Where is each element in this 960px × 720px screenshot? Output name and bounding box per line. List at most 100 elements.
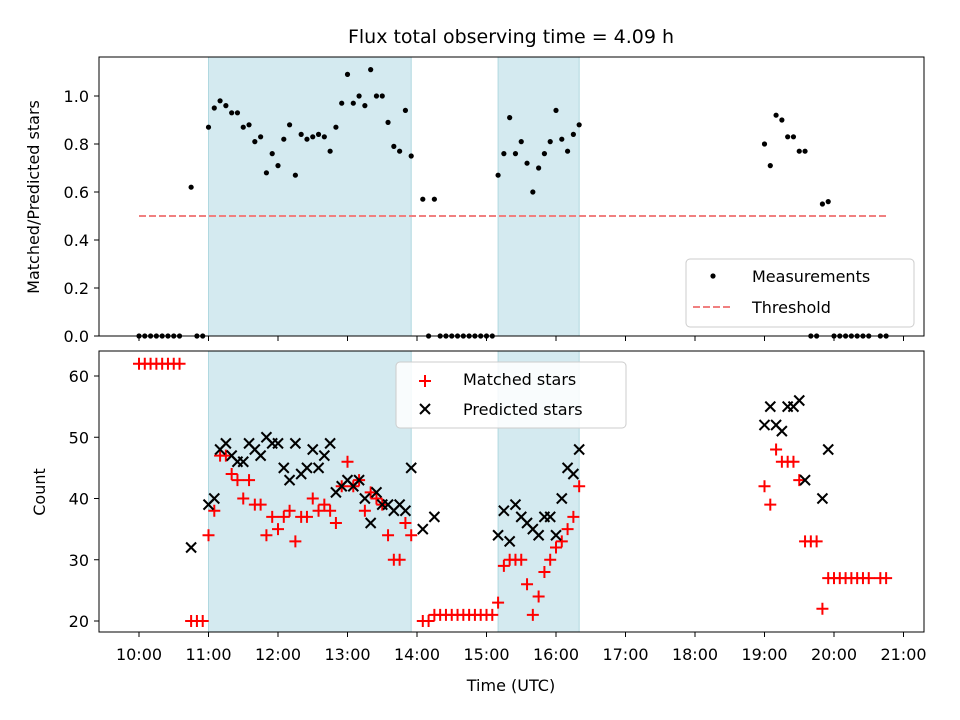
measurement-point <box>379 93 385 99</box>
x-tick-label: 20:00 <box>811 645 857 664</box>
predicted-x-b <box>249 443 261 456</box>
x-tick-label: 11:00 <box>185 645 231 664</box>
legend-measurements-label: Measurements <box>752 267 870 286</box>
measurement-point <box>536 165 542 171</box>
measurement-point <box>246 122 252 128</box>
matched-star-point <box>243 474 256 487</box>
measurement-point <box>761 141 768 147</box>
x-tick-label: 21:00 <box>880 645 926 664</box>
matched-star-point <box>254 498 267 511</box>
matched-star-point <box>324 504 337 517</box>
x-tick-label: 15:00 <box>463 645 509 664</box>
predicted-x-b <box>272 437 284 450</box>
predicted-x-b <box>816 492 829 505</box>
x-tick-label: 17:00 <box>602 645 648 664</box>
matched-star-point <box>486 608 499 621</box>
predicted-star-point <box>272 437 284 450</box>
predicted-x-b <box>567 468 580 480</box>
measurement-point <box>286 122 293 128</box>
matched-star-point <box>555 535 568 548</box>
x-tick-label: 10:00 <box>116 645 162 664</box>
measurement-point <box>205 124 212 130</box>
measurement-point <box>252 139 258 145</box>
shaded-interval-2 <box>497 56 580 337</box>
bottom-panel: 20 30 40 50 60 10:00 11:00 12:00 13:00 14:00 15:0… <box>30 350 927 695</box>
x-tick-label: 19:00 <box>741 645 787 664</box>
measurement-point <box>275 163 281 169</box>
predicted-x-b <box>822 443 834 456</box>
predicted-x-b <box>527 523 539 535</box>
predicted-star-point <box>289 437 302 450</box>
matched-star-point <box>283 504 296 517</box>
predicted-x-b <box>561 462 574 474</box>
matched-star-point <box>382 529 395 542</box>
predicted-star-point <box>301 462 313 474</box>
matched-star-point <box>231 474 244 487</box>
measurement-point <box>333 124 339 130</box>
predicted-x-b <box>220 437 232 450</box>
measurement-point <box>188 184 194 190</box>
predicted-star-point <box>283 474 296 486</box>
predicted-x-b <box>399 505 412 517</box>
predicted-star-point <box>220 437 232 450</box>
predicted-star-point <box>758 419 771 431</box>
predicted-x-b <box>509 498 522 511</box>
matched-star-point <box>764 498 777 511</box>
measurement-point <box>234 110 241 116</box>
predicted-x-b <box>254 449 267 462</box>
top-y-tick-label: 0.0 <box>64 327 89 346</box>
matched-star-point <box>770 443 783 456</box>
measurement-point <box>420 196 426 202</box>
top-y-tick-label: 0.8 <box>64 135 89 154</box>
predicted-star-point <box>399 505 412 517</box>
matched-star-point <box>219 449 232 462</box>
matched-star-point <box>793 474 806 487</box>
bottom-y-tick-label: 30 <box>69 551 89 570</box>
predicted-star-point <box>405 462 417 474</box>
predicted-star-point <box>208 492 220 505</box>
top-y-tick-label: 1.0 <box>64 87 89 106</box>
matched-star-point <box>787 455 800 468</box>
matched-star-point <box>370 492 383 505</box>
top-shaded-intervals <box>208 56 580 337</box>
bottom-x-ticks: 10:00 11:00 12:00 13:00 14:00 15:00 16:00 17:00… <box>116 632 927 664</box>
predicted-star-point <box>503 535 516 548</box>
measurement-point <box>541 151 548 157</box>
matched-star-point <box>202 529 215 542</box>
matched-star-point <box>816 602 829 615</box>
bottom-series-layer <box>133 357 893 627</box>
measurement-point <box>240 124 246 130</box>
matched-star-point <box>810 535 823 548</box>
predicted-star-point <box>822 443 834 456</box>
bottom-axes-frame <box>98 350 925 633</box>
matched-star-point <box>225 468 238 480</box>
figure-title: Flux total observing time = 4.09 h <box>348 26 674 48</box>
matched-star-point <box>521 578 534 591</box>
predicted-star-point <box>532 529 545 541</box>
predicted-star-point <box>364 517 377 529</box>
measurement-point <box>402 107 409 113</box>
predicted-x-b <box>185 541 197 554</box>
predicted-x-b <box>503 535 516 548</box>
measurement-point <box>779 117 785 123</box>
predicted-star-point <box>278 462 290 474</box>
measurement-point <box>373 93 380 99</box>
predicted-x-b <box>405 462 417 474</box>
predicted-x-b <box>550 529 562 541</box>
predicted-star-point <box>353 474 365 486</box>
measurement-point <box>819 201 826 207</box>
x-axis-label: Time (UTC) <box>466 676 555 695</box>
matched-star-point <box>289 535 302 548</box>
predicted-x-b <box>289 437 302 450</box>
matched-star-point <box>260 529 273 542</box>
matched-star-point <box>532 590 545 603</box>
top-y-tick-label: 0.4 <box>64 231 89 250</box>
predicted-star-point <box>799 474 811 486</box>
matched-star-point <box>515 553 528 566</box>
x-tick-label: 12:00 <box>255 645 301 664</box>
predicted-star-point <box>254 449 267 462</box>
measurement-point <box>258 134 264 140</box>
predicted-star-point <box>573 443 585 456</box>
